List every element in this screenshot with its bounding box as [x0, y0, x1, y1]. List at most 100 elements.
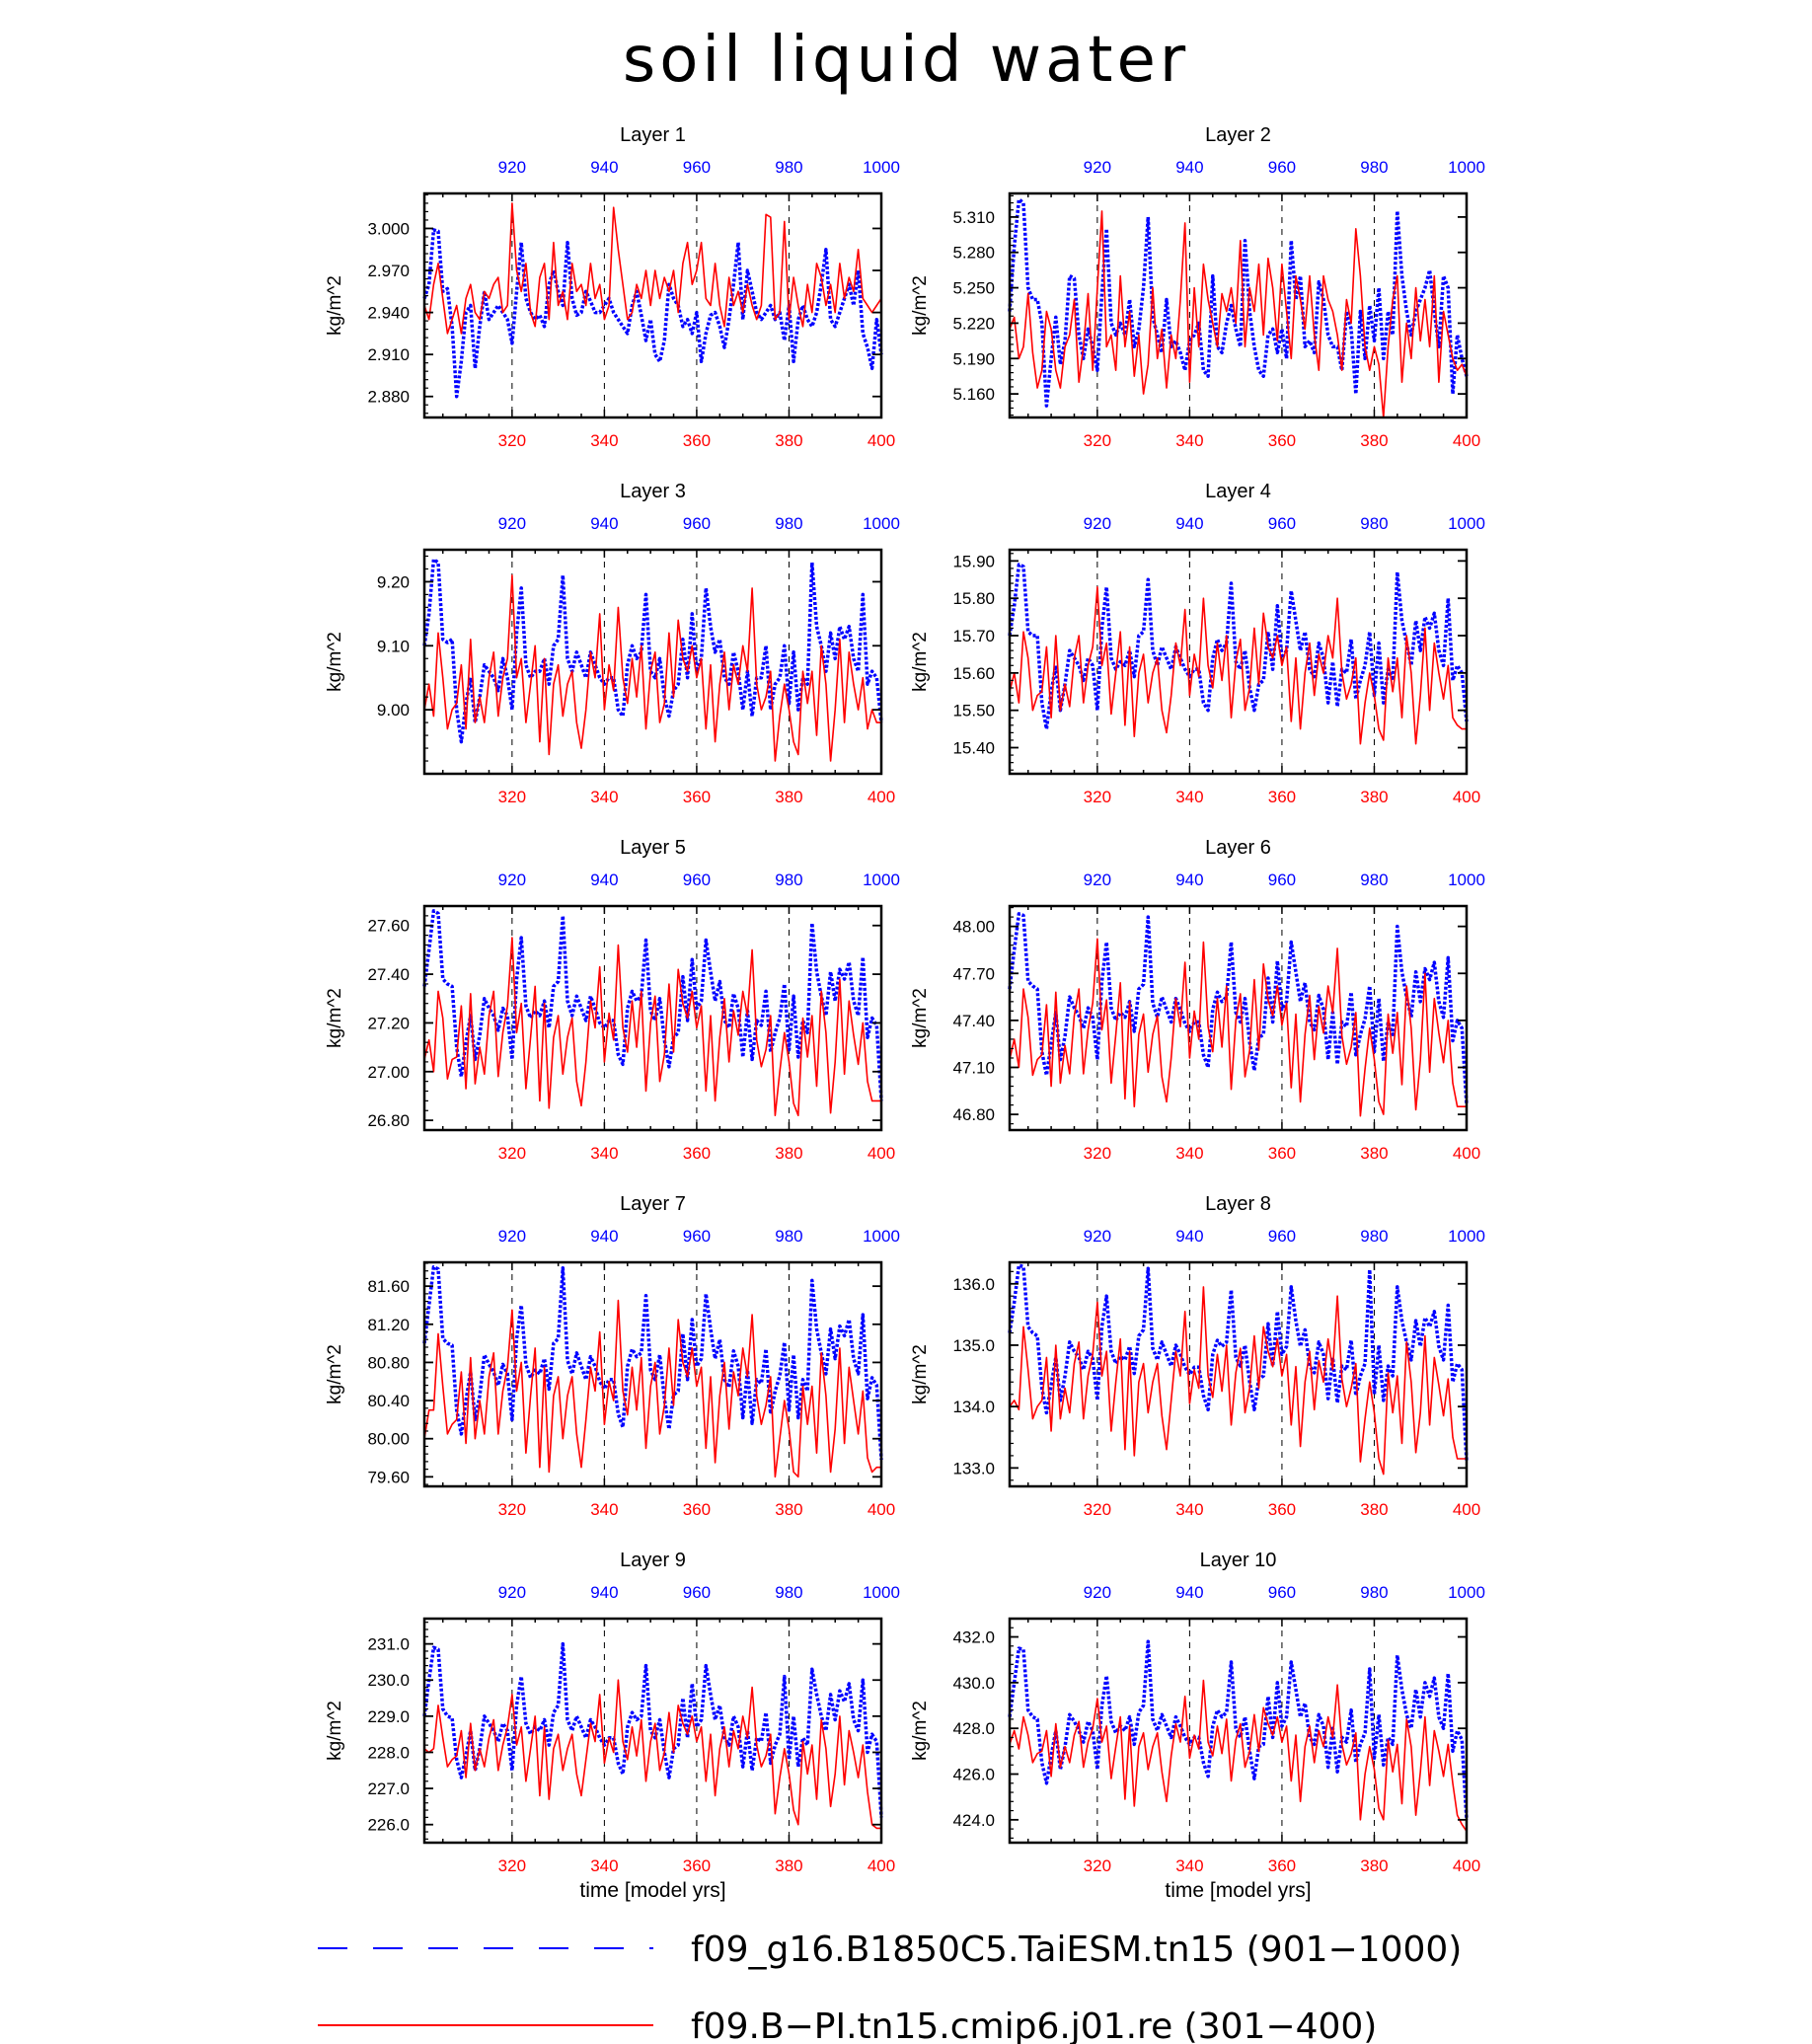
series-b-line: [1009, 938, 1467, 1117]
y-tick-label: 9.00: [377, 701, 410, 719]
y-tick-label: 46.80: [952, 1105, 995, 1124]
x-tick-label-bottom: 360: [1268, 788, 1296, 806]
plot-frame: [422, 548, 883, 776]
y-axis-label: kg/m^2: [325, 988, 345, 1048]
panel-1: Layer 1 320 340 360 380 400 920 940 960 980 1000 2.…: [325, 124, 900, 450]
y-tick-label: 2.880: [367, 388, 410, 407]
x-tick-label-bottom: 380: [1360, 1500, 1388, 1519]
y-tick-label: 80.00: [367, 1430, 410, 1449]
x-tick-label-bottom: 320: [498, 1856, 526, 1875]
x-tick-label-bottom: 400: [1453, 431, 1480, 450]
x-tick-label-top: 1000: [863, 1227, 900, 1246]
x-tick-label-top: 980: [775, 1227, 802, 1246]
x-tick-label-top: 960: [683, 871, 711, 889]
x-tick-label-top: 980: [1360, 514, 1388, 533]
x-tick-label-top: 1000: [1448, 1227, 1485, 1246]
x-tick-label-bottom: 400: [868, 1856, 895, 1875]
panel-title: Layer 3: [620, 481, 686, 502]
x-tick-label-bottom: 320: [1084, 788, 1111, 806]
series-b-line: [1009, 210, 1468, 418]
y-axis-label: kg/m^2: [325, 1344, 345, 1404]
y-axis-label: kg/m^2: [910, 632, 931, 692]
legend: f09_g16.B1850C5.TaiESM.tn15 (901−1000) f…: [318, 1930, 1462, 2044]
series-a-line: [422, 1265, 883, 1461]
x-tick-label-bottom: 360: [683, 431, 711, 450]
x-tick-label-bottom: 320: [498, 431, 526, 450]
y-tick-label: 27.60: [367, 917, 410, 936]
x-tick-label-bottom: 340: [1175, 788, 1203, 806]
y-tick-label: 15.50: [952, 702, 995, 720]
series-b-line: [1009, 1286, 1467, 1476]
x-axis-label: time [model yrs]: [579, 1879, 725, 1902]
x-tick-label-bottom: 400: [1453, 1856, 1480, 1875]
series-b-line: [423, 202, 882, 335]
y-axis-label: kg/m^2: [910, 988, 931, 1048]
x-tick-label-top: 960: [1268, 1227, 1296, 1246]
y-tick-label: 2.910: [367, 345, 410, 364]
y-tick-label: 48.00: [952, 918, 995, 937]
series-b-line: [423, 574, 881, 762]
y-axis-label: kg/m^2: [325, 632, 345, 692]
x-tick-label-bottom: 320: [1084, 1500, 1111, 1519]
x-tick-label-top: 980: [775, 514, 802, 533]
x-tick-label-top: 1000: [1448, 514, 1485, 533]
y-tick-label: 9.20: [377, 572, 410, 591]
x-tick-label-top: 940: [590, 1227, 618, 1246]
x-tick-label-top: 960: [1268, 871, 1296, 889]
x-tick-label-bottom: 360: [1268, 1500, 1296, 1519]
x-tick-label-top: 940: [1175, 1227, 1203, 1246]
x-tick-label-bottom: 320: [1084, 1856, 1111, 1875]
x-tick-label-top: 980: [1360, 1227, 1388, 1246]
x-tick-label-top: 940: [1175, 871, 1203, 889]
x-tick-label-bottom: 340: [1175, 1144, 1203, 1163]
y-tick-label: 136.0: [952, 1275, 995, 1294]
x-tick-label-top: 960: [1268, 1583, 1296, 1602]
x-tick-label-top: 920: [498, 871, 526, 889]
x-tick-label-top: 980: [1360, 158, 1388, 177]
panel-title: Layer 4: [1205, 481, 1271, 502]
x-tick-label-top: 940: [1175, 1583, 1203, 1602]
y-axis-label: kg/m^2: [325, 275, 345, 336]
plot-frame: [422, 1260, 883, 1488]
x-tick-label-bottom: 320: [498, 1144, 526, 1163]
x-tick-label-bottom: 380: [775, 788, 802, 806]
y-tick-label: 133.0: [952, 1459, 995, 1477]
x-tick-label-top: 920: [498, 1583, 526, 1602]
x-tick-label-top: 980: [1360, 871, 1388, 889]
panel-9: Layer 9 320 340 360 380 400 920 940 960 980 1000 22…: [325, 1550, 900, 1902]
y-tick-label: 2.940: [367, 304, 410, 323]
x-tick-label-bottom: 360: [683, 1144, 711, 1163]
y-tick-label: 5.280: [952, 244, 995, 263]
plot-frame: [1008, 191, 1469, 419]
plot-frame: [422, 904, 883, 1132]
x-tick-label-top: 1000: [1448, 1583, 1485, 1602]
x-tick-label-top: 1000: [1448, 158, 1485, 177]
y-tick-label: 230.0: [367, 1671, 410, 1690]
y-tick-label: 15.60: [952, 664, 995, 683]
y-axis-label: kg/m^2: [910, 1701, 931, 1761]
panel-7: Layer 7 320 340 360 380 400 920 940 960 980 1000 79…: [325, 1193, 900, 1519]
x-tick-label-top: 1000: [1448, 871, 1485, 889]
legend-label-series-a: f09_g16.B1850C5.TaiESM.tn15 (901−1000): [691, 1930, 1462, 1970]
plot-frame: [1008, 904, 1469, 1132]
plot-frame: [422, 191, 883, 419]
y-tick-label: 47.70: [952, 964, 995, 983]
y-tick-label: 80.40: [367, 1392, 410, 1410]
y-tick-label: 135.0: [952, 1336, 995, 1355]
x-tick-label-bottom: 380: [775, 1144, 802, 1163]
y-tick-label: 80.80: [367, 1353, 410, 1372]
x-tick-label-top: 1000: [863, 158, 900, 177]
panel-title: Layer 7: [620, 1193, 686, 1215]
x-tick-label-top: 960: [1268, 514, 1296, 533]
y-tick-label: 9.10: [377, 637, 410, 655]
x-tick-label-bottom: 340: [590, 1500, 618, 1519]
panel-10: Layer 10 320 340 360 380 400 920 940 960 980 1000 4…: [910, 1550, 1485, 1902]
x-tick-label-top: 960: [683, 1583, 711, 1602]
y-tick-label: 231.0: [367, 1635, 410, 1654]
x-tick-label-bottom: 340: [1175, 1856, 1203, 1875]
plot-frame: [1008, 548, 1469, 776]
x-tick-label-bottom: 400: [1453, 1500, 1480, 1519]
y-tick-label: 27.00: [367, 1063, 410, 1082]
x-tick-label-bottom: 380: [775, 431, 802, 450]
